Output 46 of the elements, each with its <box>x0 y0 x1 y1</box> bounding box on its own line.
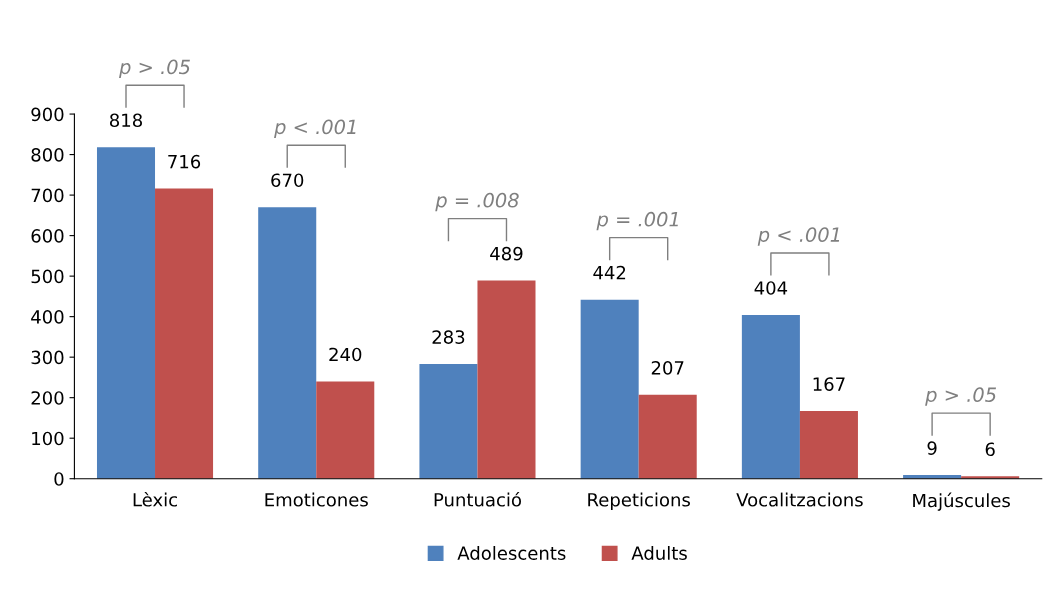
bar <box>155 188 214 479</box>
bar <box>580 299 639 479</box>
data-label: 818 <box>109 113 142 128</box>
x-tick-label: Vocalitzacions <box>736 492 863 507</box>
bar <box>258 207 317 479</box>
y-tick-label: 100 <box>32 431 64 446</box>
y-tick-label: 400 <box>31 310 64 324</box>
x-tick-label: Emoticones <box>265 492 368 507</box>
data-label: 442 <box>593 265 626 280</box>
data-label: 489 <box>490 246 523 261</box>
x-tick-label: Puntuació <box>434 491 521 507</box>
y-tick-label: 900 <box>31 107 64 122</box>
annotation: p = .008 <box>435 192 519 212</box>
annotation: p > .05 <box>925 387 997 406</box>
data-label: 207 <box>651 361 684 375</box>
legend-label: Adolescents <box>457 546 566 560</box>
data-label: 6 <box>985 442 995 457</box>
annotation: p < .001 <box>757 227 840 246</box>
data-label: 167 <box>813 377 845 391</box>
y-tick-label: 800 <box>31 148 64 162</box>
x-tick-label: Lèxic <box>133 491 177 507</box>
bar <box>638 394 697 479</box>
bar <box>477 280 536 479</box>
x-tick-label: Repeticions <box>588 492 690 511</box>
bar <box>419 364 478 479</box>
annotation: p < .001 <box>274 119 356 138</box>
text: p > .05 <box>119 59 190 78</box>
bar <box>741 315 800 479</box>
data-label: 240 <box>329 347 362 362</box>
data-label: 670 <box>271 173 304 188</box>
bar <box>316 381 375 479</box>
bar <box>96 147 156 479</box>
annotation: p = .001 <box>596 211 678 231</box>
x-tick-label: Majúscules <box>913 492 1010 511</box>
bar <box>799 411 858 479</box>
y-tick-label: 200 <box>31 391 64 405</box>
y-tick-label: 700 <box>31 188 64 203</box>
data-label: 283 <box>432 330 465 344</box>
y-tick-label: 600 <box>31 229 64 243</box>
y-tick-label: 300 <box>31 350 64 365</box>
y-tick-label: 500 <box>31 269 64 284</box>
data-label: 9 <box>927 441 937 455</box>
legend-label: Adults <box>631 546 687 560</box>
y-tick-label: 0 <box>54 472 64 486</box>
data-label: 404 <box>754 281 788 295</box>
data-label: 716 <box>168 154 201 169</box>
